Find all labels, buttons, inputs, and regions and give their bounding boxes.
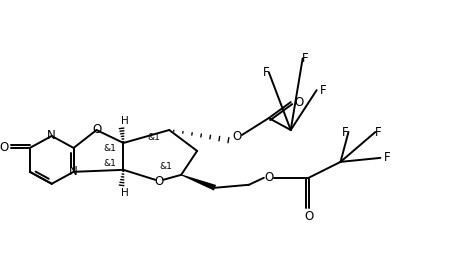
Text: N: N xyxy=(69,165,78,178)
Text: F: F xyxy=(319,84,326,97)
Text: F: F xyxy=(262,66,269,79)
Text: N: N xyxy=(47,129,56,143)
Text: &1: &1 xyxy=(103,144,116,153)
Text: O: O xyxy=(263,171,273,184)
Polygon shape xyxy=(181,174,216,191)
Text: H: H xyxy=(120,116,128,126)
Text: O: O xyxy=(232,130,241,143)
Text: &1: &1 xyxy=(159,162,172,171)
Text: &1: &1 xyxy=(103,159,116,168)
Text: O: O xyxy=(154,175,163,188)
Text: O: O xyxy=(92,122,101,135)
Text: F: F xyxy=(383,151,390,164)
Text: F: F xyxy=(302,52,308,65)
Text: O: O xyxy=(0,142,8,154)
Text: H: H xyxy=(120,188,128,198)
Text: F: F xyxy=(374,125,381,139)
Text: O: O xyxy=(294,96,303,109)
Text: O: O xyxy=(303,210,313,223)
Text: F: F xyxy=(341,125,348,139)
Text: &1: &1 xyxy=(148,134,160,143)
